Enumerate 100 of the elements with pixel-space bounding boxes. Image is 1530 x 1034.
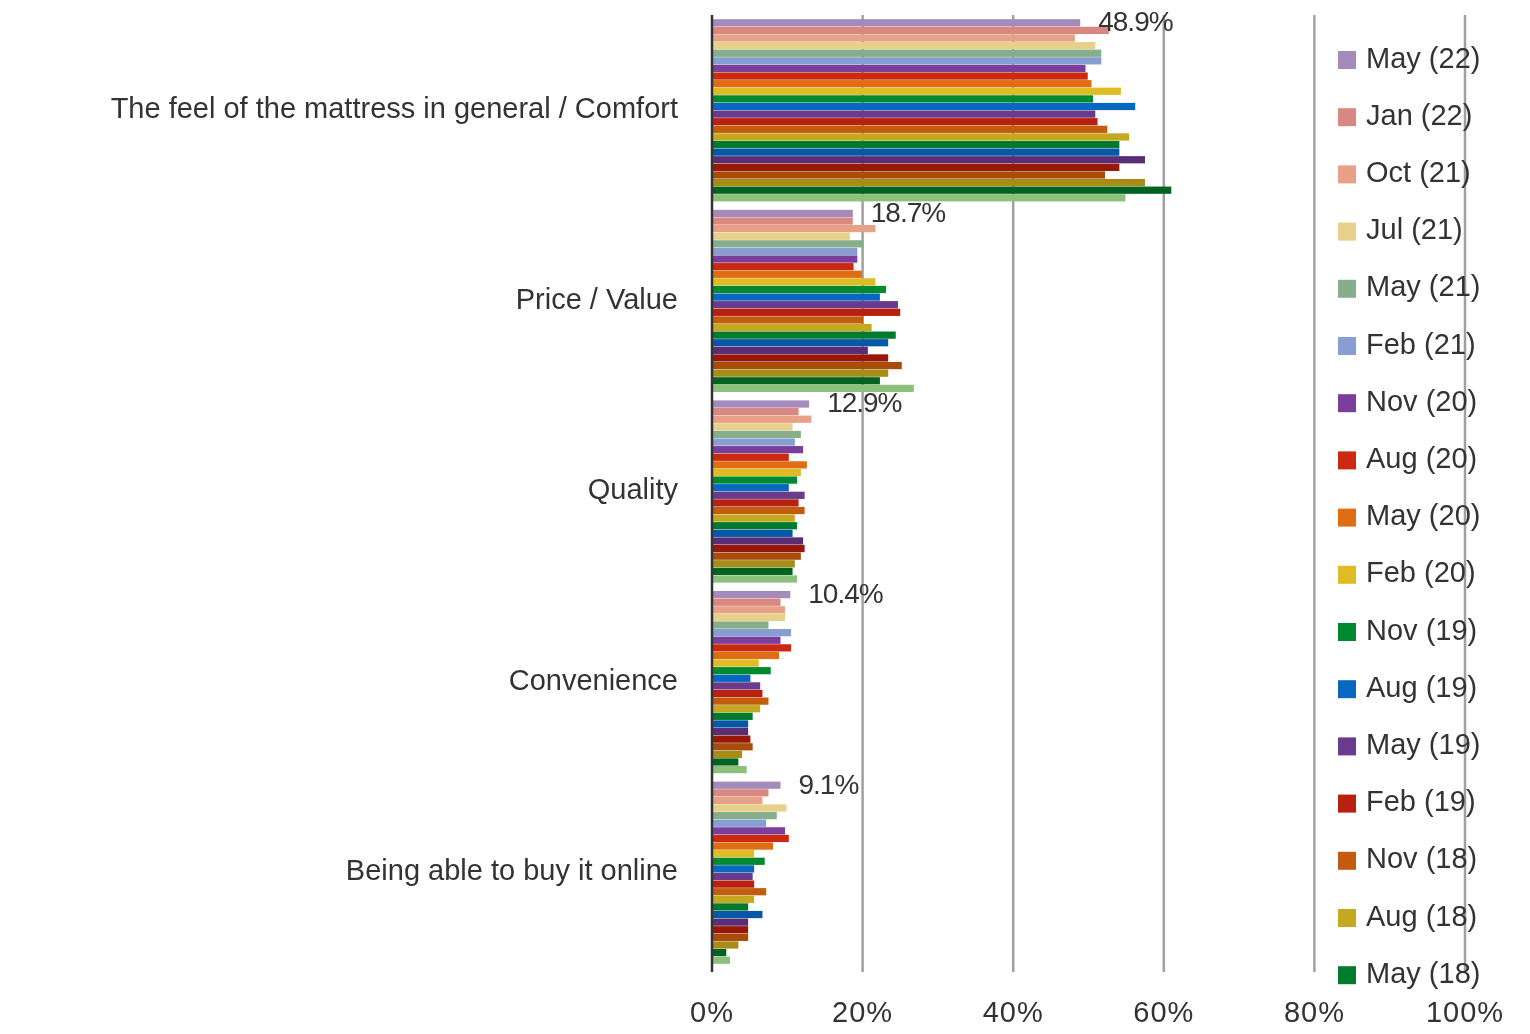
bar [712, 575, 798, 583]
legend-label: Aug (19) [1366, 670, 1478, 703]
bar [712, 941, 739, 949]
bar [712, 529, 793, 537]
bar [712, 148, 1120, 156]
bar [712, 705, 761, 713]
legend-label: Aug (18) [1366, 899, 1478, 932]
bar [712, 438, 795, 446]
bar [712, 727, 749, 736]
x-tick-label: 40% [982, 996, 1044, 1028]
bar [712, 178, 1145, 187]
bar [712, 514, 795, 522]
bar [712, 560, 795, 568]
bar [712, 895, 755, 903]
bar [712, 758, 739, 766]
bar [712, 316, 864, 324]
bar [712, 834, 789, 843]
bar [712, 552, 801, 560]
bar [712, 636, 781, 644]
bar [712, 812, 777, 820]
bar [712, 423, 793, 431]
bar [712, 102, 1136, 111]
bar [712, 720, 749, 728]
bar [712, 644, 792, 652]
bar [712, 270, 862, 278]
x-tick-label: 60% [1133, 996, 1195, 1028]
bar [712, 926, 749, 934]
bar [712, 247, 858, 256]
bar [712, 339, 889, 347]
bar [712, 544, 805, 553]
bar [712, 735, 751, 743]
bar [712, 232, 850, 240]
bar [712, 842, 773, 850]
bar [712, 903, 749, 911]
bar [712, 415, 812, 423]
data-label: 48.9% [1098, 6, 1173, 38]
legend-label: Aug (20) [1366, 442, 1478, 475]
bar [712, 689, 763, 698]
bar [712, 354, 889, 362]
bar [712, 606, 786, 614]
bar [712, 194, 1126, 202]
bar [712, 140, 1120, 149]
y-tick-label: Convenience [508, 663, 678, 696]
bar [712, 682, 761, 690]
legend-label: Feb (20) [1366, 556, 1476, 589]
bar [712, 537, 804, 545]
bar [712, 369, 889, 377]
bar [712, 278, 876, 286]
bar [712, 590, 791, 599]
bar [712, 506, 805, 515]
bar [712, 19, 1081, 27]
bar [712, 819, 767, 827]
bar [712, 301, 898, 309]
bar [712, 361, 902, 370]
bar [712, 956, 731, 964]
legend-label: Feb (19) [1366, 785, 1476, 818]
bar [712, 674, 751, 682]
bar [712, 743, 753, 751]
bar [712, 613, 786, 622]
bar [712, 49, 1102, 57]
bar [712, 133, 1130, 141]
bar [712, 255, 858, 263]
bar [712, 461, 807, 469]
bar [712, 468, 801, 477]
bar [712, 80, 1092, 88]
legend-label: Nov (19) [1366, 613, 1478, 646]
bar [712, 446, 804, 454]
bar [712, 186, 1172, 194]
bar [712, 240, 864, 248]
bar [712, 872, 753, 881]
bar [712, 110, 1096, 118]
bar [712, 377, 880, 385]
bar [712, 499, 799, 507]
bar [712, 125, 1108, 133]
x-tick-label: 0% [690, 996, 734, 1028]
legend-label: May (21) [1366, 270, 1481, 303]
bar [712, 430, 801, 439]
bar [712, 293, 880, 301]
bar [712, 659, 759, 667]
bar [712, 95, 1094, 103]
bar [712, 285, 886, 294]
bar [712, 57, 1102, 65]
legend-label: Oct (21) [1366, 156, 1471, 189]
bar [712, 827, 786, 835]
legend-label: Nov (18) [1366, 842, 1478, 875]
bar [712, 163, 1120, 171]
bar [712, 910, 763, 919]
bar [712, 384, 914, 393]
bar [712, 308, 901, 316]
bar [712, 72, 1088, 80]
bar [712, 42, 1096, 50]
legend-label: Nov (20) [1366, 384, 1478, 417]
bar [712, 712, 753, 720]
bar [712, 453, 789, 461]
bar [712, 118, 1098, 126]
bar [712, 888, 767, 896]
bar [712, 408, 799, 416]
legend-label: May (20) [1366, 499, 1481, 532]
bar [712, 64, 1086, 73]
bar [712, 522, 798, 530]
